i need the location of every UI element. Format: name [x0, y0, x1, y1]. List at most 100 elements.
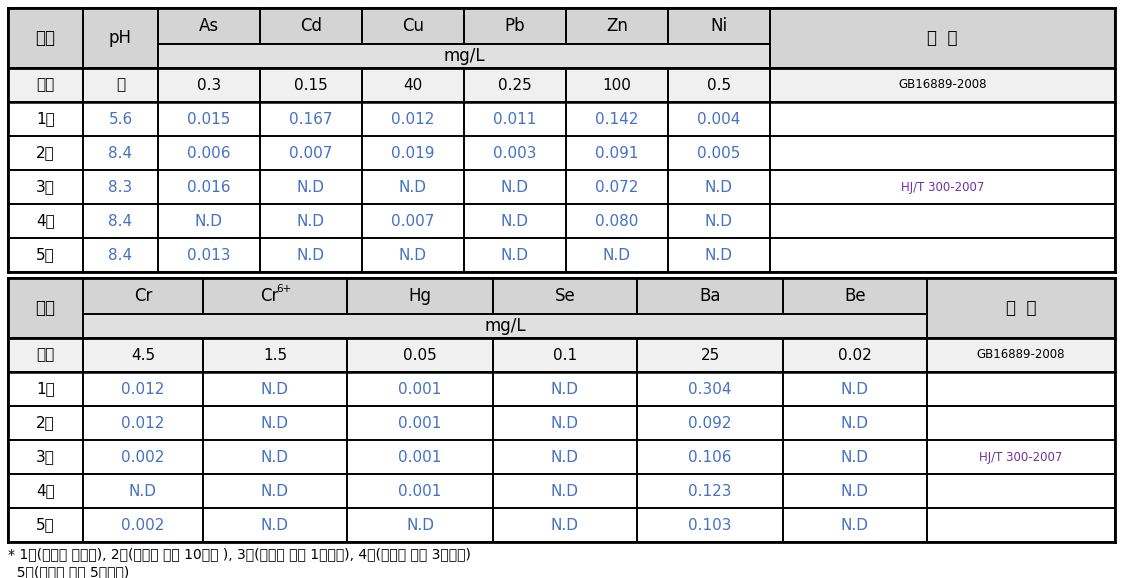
- Text: 1회: 1회: [36, 112, 55, 127]
- Bar: [83, 440, 203, 474]
- Bar: [926, 278, 1115, 338]
- Bar: [493, 508, 637, 542]
- Bar: [668, 8, 770, 44]
- Text: 6+: 6+: [276, 284, 292, 294]
- Bar: [83, 170, 158, 204]
- Bar: [203, 338, 347, 372]
- Bar: [783, 372, 926, 406]
- Text: N.D: N.D: [841, 381, 869, 397]
- Bar: [8, 474, 83, 508]
- Bar: [783, 440, 926, 474]
- Text: 0.103: 0.103: [688, 517, 732, 532]
- Text: 0.001: 0.001: [399, 450, 441, 465]
- Text: 0.106: 0.106: [688, 450, 732, 465]
- Bar: [83, 8, 158, 68]
- Bar: [493, 440, 637, 474]
- Text: N.D: N.D: [501, 180, 529, 195]
- Bar: [637, 474, 783, 508]
- Text: 0.142: 0.142: [595, 112, 639, 127]
- Text: 0.002: 0.002: [121, 517, 165, 532]
- Text: HJ/T 300-2007: HJ/T 300-2007: [901, 180, 984, 194]
- Bar: [362, 238, 464, 272]
- Text: N.D: N.D: [296, 213, 325, 228]
- Bar: [203, 440, 347, 474]
- Bar: [203, 508, 347, 542]
- Text: Cr: Cr: [259, 287, 279, 305]
- Text: 0.001: 0.001: [399, 416, 441, 431]
- Text: 0.080: 0.080: [595, 213, 639, 228]
- Bar: [83, 238, 158, 272]
- Bar: [158, 44, 770, 68]
- Text: 0.1: 0.1: [553, 347, 577, 362]
- Bar: [158, 102, 261, 136]
- Text: 0.05: 0.05: [403, 347, 437, 362]
- Bar: [158, 238, 261, 272]
- Text: N.D: N.D: [551, 517, 579, 532]
- Bar: [493, 406, 637, 440]
- Bar: [203, 278, 347, 314]
- Bar: [158, 8, 261, 44]
- Text: 8.4: 8.4: [109, 247, 133, 262]
- Bar: [926, 372, 1115, 406]
- Bar: [8, 508, 83, 542]
- Text: 0.002: 0.002: [121, 450, 165, 465]
- Text: 0.091: 0.091: [595, 146, 639, 161]
- Text: Zn: Zn: [606, 17, 628, 35]
- Text: N.D: N.D: [129, 484, 157, 498]
- Bar: [8, 8, 83, 68]
- Text: 25: 25: [701, 347, 720, 362]
- Bar: [668, 68, 770, 102]
- Text: 비  고: 비 고: [1006, 299, 1037, 317]
- Text: HJ/T 300-2007: HJ/T 300-2007: [979, 450, 1062, 464]
- Text: 1회: 1회: [36, 381, 55, 397]
- Text: 0.004: 0.004: [697, 112, 741, 127]
- Bar: [926, 508, 1115, 542]
- Bar: [83, 68, 158, 102]
- Text: 0.012: 0.012: [391, 112, 435, 127]
- Bar: [926, 440, 1115, 474]
- Text: GB16889-2008: GB16889-2008: [898, 79, 987, 91]
- Text: Hg: Hg: [409, 287, 431, 305]
- Text: 8.4: 8.4: [109, 146, 133, 161]
- Bar: [158, 136, 261, 170]
- Bar: [637, 338, 783, 372]
- Text: 0.25: 0.25: [499, 77, 532, 92]
- Bar: [158, 68, 261, 102]
- Bar: [362, 136, 464, 170]
- Bar: [566, 238, 668, 272]
- Text: Ba: Ba: [700, 287, 721, 305]
- Bar: [566, 68, 668, 102]
- Bar: [464, 68, 566, 102]
- Text: 0.167: 0.167: [290, 112, 332, 127]
- Bar: [203, 474, 347, 508]
- Bar: [783, 474, 926, 508]
- Text: N.D: N.D: [705, 180, 733, 195]
- Text: 비  고: 비 고: [928, 29, 958, 47]
- Text: Cd: Cd: [300, 17, 322, 35]
- Bar: [637, 440, 783, 474]
- Bar: [566, 204, 668, 238]
- Text: 3회: 3회: [36, 450, 55, 465]
- Text: N.D: N.D: [705, 247, 733, 262]
- Text: 4.5: 4.5: [131, 347, 155, 362]
- Bar: [347, 406, 493, 440]
- Text: pH: pH: [109, 29, 133, 47]
- Bar: [8, 204, 83, 238]
- Bar: [493, 474, 637, 508]
- Text: Cr: Cr: [134, 287, 153, 305]
- Text: N.D: N.D: [603, 247, 631, 262]
- Bar: [158, 170, 261, 204]
- Bar: [8, 278, 83, 338]
- Text: 0.015: 0.015: [188, 112, 230, 127]
- Text: N.D: N.D: [399, 180, 427, 195]
- Bar: [8, 338, 83, 372]
- Bar: [8, 406, 83, 440]
- Text: N.D: N.D: [261, 484, 289, 498]
- Bar: [261, 238, 362, 272]
- Text: 0.011: 0.011: [493, 112, 537, 127]
- Text: N.D: N.D: [551, 450, 579, 465]
- Text: 0.012: 0.012: [121, 416, 165, 431]
- Bar: [347, 508, 493, 542]
- Bar: [783, 338, 926, 372]
- Text: Pb: Pb: [504, 17, 526, 35]
